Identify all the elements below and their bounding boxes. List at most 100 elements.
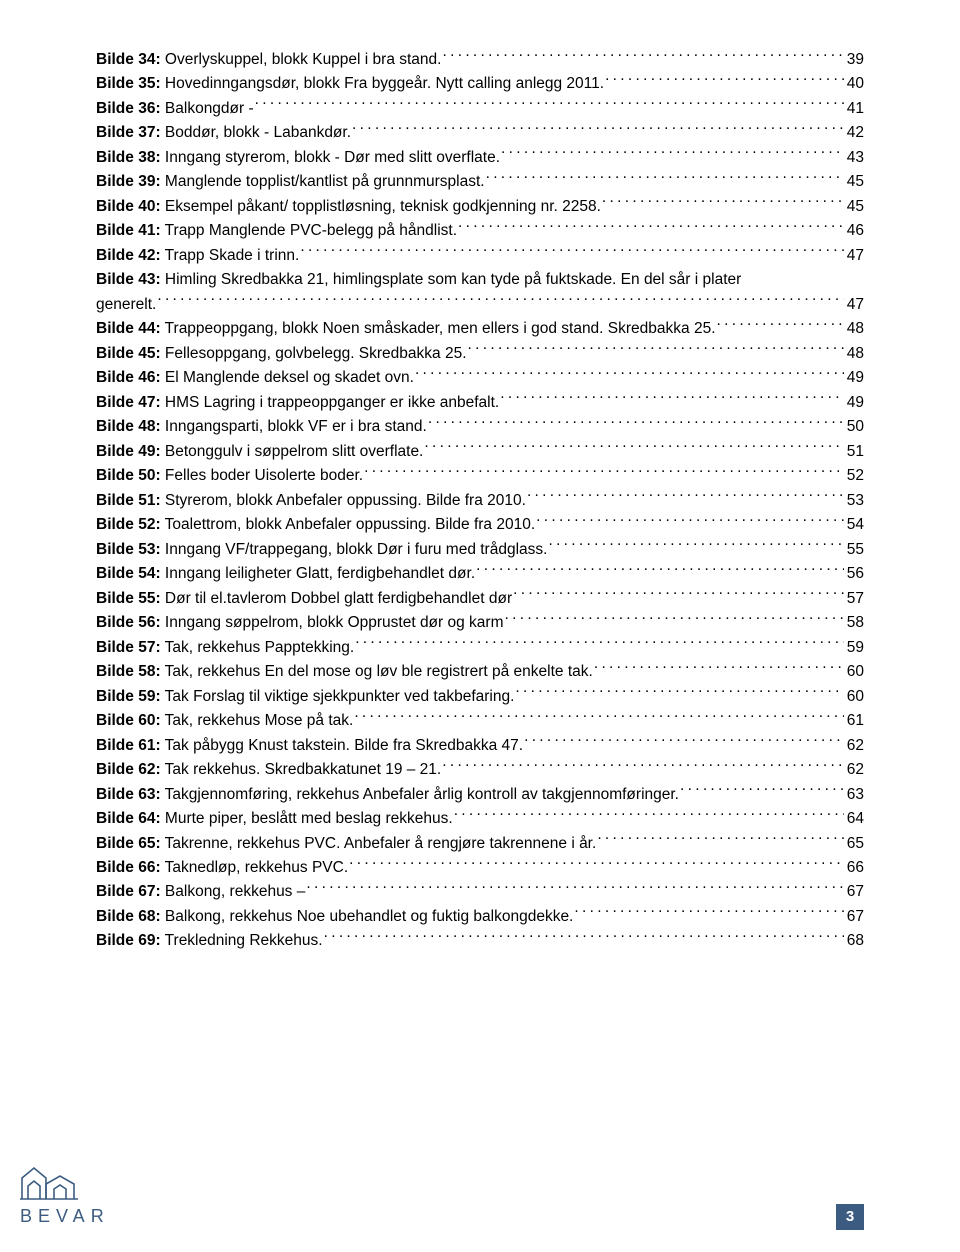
toc-entry: Bilde 59: Tak Forslag til viktige sjekkp… (96, 685, 864, 709)
toc-page: 45 (845, 170, 864, 194)
toc-leader-dots (717, 318, 844, 334)
toc-leader-dots (680, 783, 844, 799)
toc-page: 52 (845, 464, 864, 488)
toc-label: Bilde 44: Trappeoppgang, blokk Noen smås… (96, 317, 716, 341)
logo-text: BEVAR (20, 1202, 110, 1230)
toc-entry: Bilde 68: Balkong, rekkehus Noe ubehandl… (96, 905, 864, 929)
toc-entry: Bilde 43: Himling Skredbakka 21, himling… (96, 268, 864, 317)
toc-page: 59 (845, 636, 864, 660)
toc-page: 46 (845, 219, 864, 243)
toc-entry: Bilde 42: Trapp Skade i trinn.47 (96, 244, 864, 268)
toc-label: Bilde 46: El Manglende deksel og skadet … (96, 366, 414, 390)
toc-leader-dots (364, 465, 844, 481)
toc-entry: Bilde 55: Dør til el.tavlerom Dobbel gla… (96, 587, 864, 611)
toc-page: 56 (845, 562, 864, 586)
toc-leader-dots (454, 808, 844, 824)
toc-entry: Bilde 61: Tak påbygg Knust takstein. Bil… (96, 734, 864, 758)
toc-page: 60 (845, 685, 864, 709)
toc-entry: Bilde 65: Takrenne, rekkehus PVC. Anbefa… (96, 832, 864, 856)
toc-leader-dots (548, 538, 843, 554)
toc-leader-dots (602, 195, 844, 211)
toc-label: Bilde 64: Murte piper, beslått med besla… (96, 807, 453, 831)
toc-page: 43 (845, 146, 864, 170)
toc-label: Bilde 56: Inngang søppelrom, blokk Oppru… (96, 611, 504, 635)
toc-page: 54 (845, 513, 864, 537)
toc-entry: Bilde 47: HMS Lagring i trappeoppganger … (96, 391, 864, 415)
toc-entry: Bilde 64: Murte piper, beslått med besla… (96, 807, 864, 831)
toc-label: Bilde 43: Himling Skredbakka 21, himling… (96, 271, 741, 288)
toc-page: 48 (845, 317, 864, 341)
toc-entry: Bilde 66: Taknedløp, rekkehus PVC. 66 (96, 856, 864, 880)
buildings-icon (20, 1166, 90, 1200)
toc-leader-dots (324, 930, 844, 946)
toc-leader-dots (157, 293, 843, 309)
toc-leader-dots (468, 342, 844, 358)
toc-entry: Bilde 62: Tak rekkehus. Skredbakkatunet … (96, 758, 864, 782)
toc-entry: Bilde 54: Inngang leiligheter Glatt, fer… (96, 562, 864, 586)
toc-leader-dots (505, 612, 844, 628)
toc-page: 39 (845, 48, 864, 72)
toc-leader-dots (476, 563, 844, 579)
toc-label: Bilde 54: Inngang leiligheter Glatt, fer… (96, 562, 475, 586)
toc-leader-dots (300, 244, 843, 260)
toc-leader-dots (355, 636, 844, 652)
toc-label: Bilde 52: Toalettrom, blokk Anbefaler op… (96, 513, 535, 537)
toc-page: 60 (845, 660, 864, 684)
toc-entry: Bilde 36: Balkongdør -41 (96, 97, 864, 121)
toc-label: Bilde 36: Balkongdør - (96, 97, 254, 121)
toc-leader-dots (574, 905, 843, 921)
toc-label-wrap: generelt. (96, 293, 156, 317)
toc-label: Bilde 42: Trapp Skade i trinn. (96, 244, 299, 268)
toc-entry: Bilde 58: Tak, rekkehus En del mose og l… (96, 660, 864, 684)
toc-entry: Bilde 45: Fellesoppgang, golvbelegg. Skr… (96, 342, 864, 366)
toc-entry: Bilde 50: Felles boder Uisolerte boder.5… (96, 464, 864, 488)
toc-leader-dots (306, 881, 843, 897)
toc-label: Bilde 40: Eksempel påkant/ topplistløsni… (96, 195, 601, 219)
toc-entry: Bilde 69: Trekledning Rekkehus.68 (96, 929, 864, 953)
toc-label: Bilde 41: Trapp Manglende PVC-belegg på … (96, 219, 457, 243)
toc-page: 66 (845, 856, 864, 880)
toc-leader-dots (515, 685, 843, 701)
toc-page: 62 (845, 758, 864, 782)
toc-page: 45 (845, 195, 864, 219)
toc-label: Bilde 55: Dør til el.tavlerom Dobbel gla… (96, 587, 512, 611)
toc-entry: Bilde 49: Betonggulv i søppelrom slitt o… (96, 440, 864, 464)
toc-page: 42 (845, 121, 864, 145)
toc-page: 49 (845, 366, 864, 390)
toc-page: 65 (845, 832, 864, 856)
toc-label: Bilde 61: Tak påbygg Knust takstein. Bil… (96, 734, 523, 758)
toc-entry: Bilde 44: Trappeoppgang, blokk Noen smås… (96, 317, 864, 341)
toc-page: 64 (845, 807, 864, 831)
toc-page: 55 (845, 538, 864, 562)
toc-label: Bilde 34: Overlyskuppel, blokk Kuppel i … (96, 48, 441, 72)
toc-page: 58 (845, 611, 864, 635)
toc-page: 40 (845, 72, 864, 96)
toc-page: 47 (845, 293, 864, 317)
toc-entry: Bilde 56: Inngang søppelrom, blokk Oppru… (96, 611, 864, 635)
toc-leader-dots (527, 489, 844, 505)
page-footer: BEVAR 3 (0, 1166, 960, 1230)
toc-label: Bilde 67: Balkong, rekkehus – (96, 880, 305, 904)
toc-page: 62 (845, 734, 864, 758)
toc-entry: Bilde 57: Tak, rekkehus Papptekking. 59 (96, 636, 864, 660)
toc-leader-dots (536, 514, 844, 530)
toc-leader-dots (486, 171, 844, 187)
toc-entry: Bilde 53: Inngang VF/trappegang, blokk D… (96, 538, 864, 562)
toc-label: Bilde 59: Tak Forslag til viktige sjekkp… (96, 685, 514, 709)
toc-label: Bilde 66: Taknedløp, rekkehus PVC. (96, 856, 348, 880)
toc-leader-dots (352, 122, 844, 138)
toc-page: 57 (845, 587, 864, 611)
page-number: 3 (846, 1205, 854, 1229)
toc-label: Bilde 51: Styrerom, blokk Anbefaler oppu… (96, 489, 526, 513)
toc-leader-dots (597, 832, 843, 848)
toc-leader-dots (501, 146, 844, 162)
toc-entry: Bilde 46: El Manglende deksel og skadet … (96, 366, 864, 390)
toc-entry: Bilde 48: Inngangsparti, blokk VF er i b… (96, 415, 864, 439)
toc-label: Bilde 45: Fellesoppgang, golvbelegg. Skr… (96, 342, 467, 366)
toc-entry: Bilde 52: Toalettrom, blokk Anbefaler op… (96, 513, 864, 537)
toc-page: 49 (845, 391, 864, 415)
toc-page: 61 (845, 709, 864, 733)
toc-label: Bilde 58: Tak, rekkehus En del mose og l… (96, 660, 593, 684)
toc-page: 63 (845, 783, 864, 807)
toc-label: Bilde 57: Tak, rekkehus Papptekking. (96, 636, 354, 660)
